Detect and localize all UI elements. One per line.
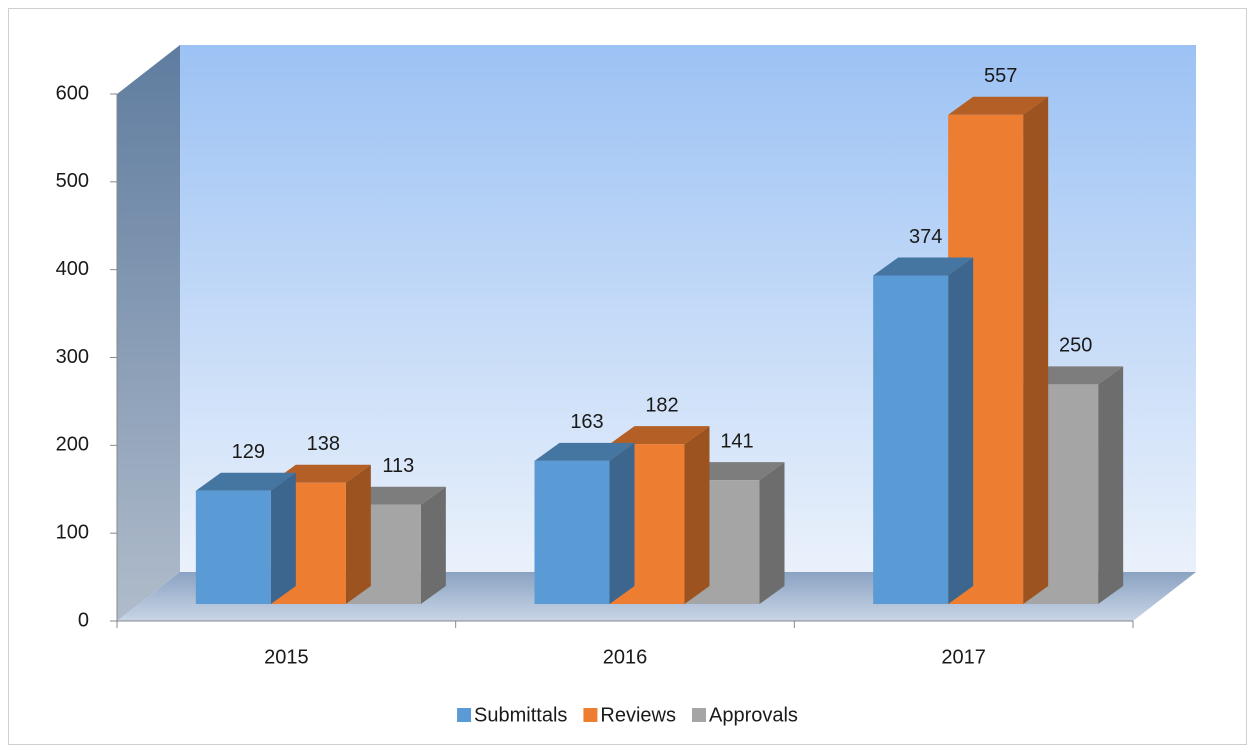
bar-side: [948, 257, 974, 604]
data-label: 182: [645, 394, 678, 416]
bar-side: [609, 442, 635, 604]
bar-side: [420, 486, 446, 604]
bar-front: [534, 460, 610, 604]
bar-front: [195, 490, 271, 604]
data-label: 141: [720, 430, 753, 452]
bar-side: [1098, 366, 1124, 604]
y-tick-label: 400: [56, 258, 89, 280]
legend-label: Reviews: [600, 704, 676, 726]
data-label: 557: [984, 65, 1017, 87]
data-label: 163: [570, 411, 603, 433]
bar: [534, 442, 635, 604]
bar-top: [534, 442, 635, 461]
legend-label: Submittals: [474, 704, 567, 726]
data-label: 374: [909, 226, 942, 248]
data-label: 250: [1059, 335, 1092, 357]
bar: [195, 472, 296, 604]
y-tick-label: 300: [56, 346, 89, 368]
data-label: 138: [307, 433, 340, 455]
legend-swatch: [457, 708, 472, 722]
bar-side: [684, 426, 710, 604]
bar-top: [948, 96, 1049, 115]
legend-swatch: [692, 708, 707, 722]
x-tick-label: 2015: [264, 646, 309, 668]
side-wall: [117, 45, 180, 621]
legend-swatch: [583, 708, 598, 722]
x-tick-label: 2016: [603, 646, 648, 668]
bar-top: [195, 472, 296, 491]
y-tick-label: 600: [56, 82, 89, 104]
bar: [873, 257, 974, 604]
data-label: 113: [382, 455, 414, 477]
y-tick-label: 100: [56, 521, 89, 543]
y-tick-label: 500: [56, 170, 89, 192]
bar-front: [873, 275, 949, 604]
bar-side: [1023, 96, 1049, 604]
bar-top: [873, 257, 974, 276]
bar-side: [345, 464, 371, 604]
y-tick-label: 200: [56, 434, 89, 456]
data-label: 129: [232, 441, 265, 463]
y-tick-label: 0: [78, 609, 89, 631]
x-tick-label: 2017: [941, 646, 986, 668]
bar-side: [270, 472, 296, 604]
bar-side: [759, 462, 785, 604]
legend: Submittals Reviews Approvals: [457, 704, 798, 726]
legend-label: Approvals: [709, 704, 798, 726]
bar-top: [609, 426, 710, 445]
